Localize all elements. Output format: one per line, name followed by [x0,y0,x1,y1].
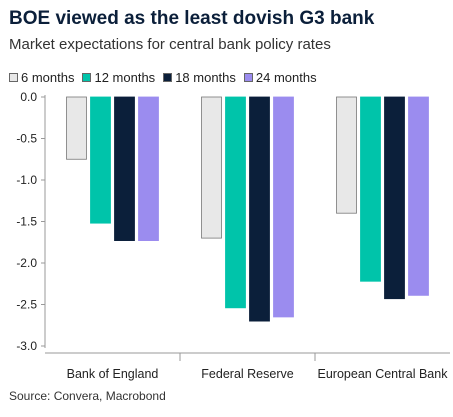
legend-item-24-months: 24 months [243,70,317,85]
bar [249,96,270,322]
y-tick-label: -2.5 [16,298,37,312]
chart-legend: 6 months 12 months 18 months 24 months [9,70,317,85]
legend-swatch-24-months [243,73,253,82]
x-tick-label: Bank of England [67,367,159,381]
bar [90,96,111,224]
bar [360,96,381,282]
bar [114,96,135,241]
y-tick-label: -1.0 [16,173,37,187]
legend-swatch-18-months [163,73,173,82]
bar [138,96,159,241]
bar [273,96,294,318]
y-tick-label: -2.0 [16,256,37,270]
bar [201,96,222,239]
bar [408,96,429,296]
legend-item-18-months: 18 months [163,70,236,85]
y-tick-label: -1.5 [16,215,37,229]
legend-label-24-months: 24 months [255,70,317,85]
chart-title: BOE viewed as the least dovish G3 bank [9,8,375,29]
legend-item-12-months: 12 months [82,70,155,85]
x-tick-label: European Central Bank [318,367,449,381]
chart-subtitle: Market expectations for central bank pol… [9,36,331,53]
legend-swatch-12-months [82,73,92,82]
bar [66,96,87,160]
y-tick-label: -0.5 [16,132,37,146]
legend-label-6-months: 6 months [21,70,75,85]
y-tick-label: -3.0 [16,339,37,353]
bar [384,96,405,300]
y-tick-label: 0.0 [20,90,37,104]
legend-label-18-months: 18 months [175,70,236,85]
legend-swatch-6-months [9,73,18,82]
x-tick-label: Federal Reserve [201,367,293,381]
bar [225,96,246,309]
legend-label-12-months: 12 months [94,70,156,85]
legend-item-6-months: 6 months [9,70,74,85]
bar [336,96,357,214]
source-note: Source: Convera, Macrobond [9,389,166,403]
